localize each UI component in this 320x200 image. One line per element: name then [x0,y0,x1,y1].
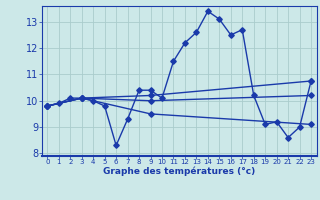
X-axis label: Graphe des températures (°c): Graphe des températures (°c) [103,167,255,176]
